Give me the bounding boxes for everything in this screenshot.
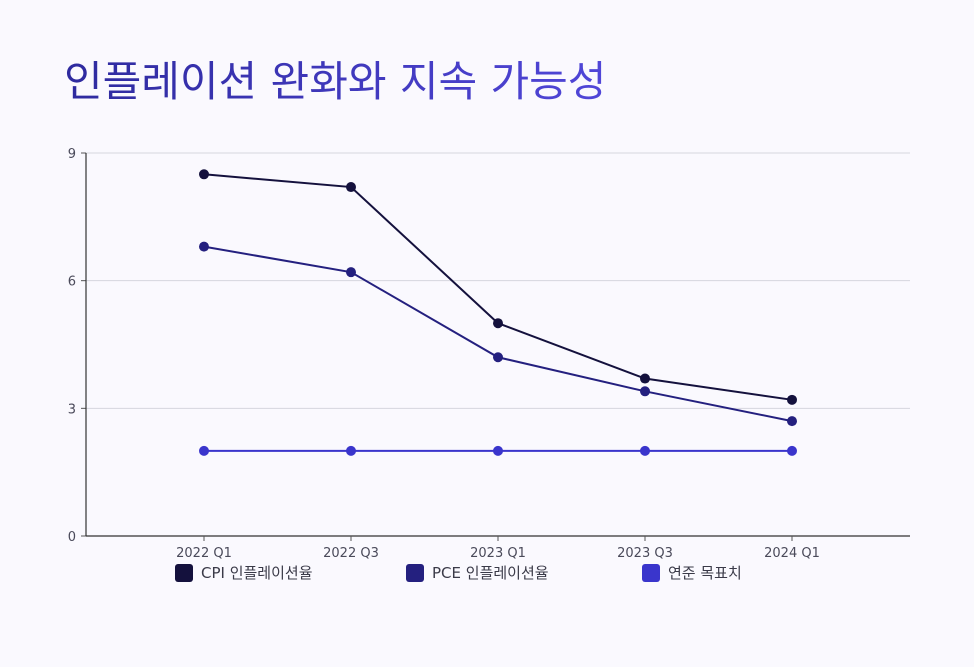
- data-point-fed-target-3[interactable]: [640, 445, 650, 456]
- data-point-cpi-3[interactable]: [640, 373, 650, 384]
- data-point-fed-target-2[interactable]: [493, 445, 503, 456]
- x-tick-label-2: 2023 Q1: [470, 546, 526, 561]
- gridlines: [86, 152, 910, 409]
- legend-item-pce[interactable]: PCE 인플레이션율: [406, 562, 549, 583]
- data-point-cpi-2[interactable]: [493, 318, 503, 329]
- y-tick-label-6: 6: [68, 275, 76, 290]
- legend-swatch-cpi: [175, 563, 193, 582]
- series-line-pce: [203, 245, 793, 423]
- data-point-pce-1[interactable]: [346, 267, 356, 278]
- data-point-fed-target-0[interactable]: [199, 445, 209, 456]
- chart-title: 인플레이션 완화와 지속 가능성: [64, 48, 606, 109]
- data-point-fed-target-1[interactable]: [346, 445, 356, 456]
- series-cpi: [199, 169, 797, 405]
- data-point-cpi-4[interactable]: [787, 394, 797, 405]
- legend-label-fed-target: 연준 목표치: [668, 564, 742, 582]
- data-point-pce-2[interactable]: [493, 352, 503, 363]
- y-tick-label-0: 0: [68, 530, 76, 545]
- legend-item-cpi[interactable]: CPI 인플레이션율: [175, 562, 313, 583]
- legend-swatch-pce: [406, 563, 424, 582]
- x-tick-label-1: 2022 Q3: [323, 546, 379, 561]
- data-point-cpi-0[interactable]: [199, 169, 209, 180]
- series: [199, 169, 797, 456]
- x-tick-label-0: 2022 Q1: [176, 546, 232, 561]
- y-tick-label-3: 3: [68, 402, 76, 417]
- legend-label-pce: PCE 인플레이션율: [432, 564, 549, 582]
- data-point-fed-target-4[interactable]: [787, 445, 797, 456]
- series-pce: [199, 241, 797, 427]
- data-point-pce-3[interactable]: [640, 386, 650, 397]
- axes: 0 3 6 9 2022 Q1 2022 Q3 2023 Q1 2023 Q3 2024 Q1: [68, 147, 910, 561]
- x-tick-label-3: 2023 Q3: [617, 546, 673, 561]
- data-point-pce-0[interactable]: [199, 241, 209, 252]
- legend-label-cpi: CPI 인플레이션율: [201, 564, 313, 582]
- y-tick-label-9: 9: [68, 147, 76, 162]
- data-point-pce-4[interactable]: [787, 416, 797, 427]
- series-fed-target: [199, 445, 797, 456]
- legend-item-fed-target[interactable]: 연준 목표치: [642, 562, 742, 583]
- series-line-cpi: [203, 173, 793, 401]
- x-tick-label-4: 2024 Q1: [764, 546, 820, 561]
- data-point-cpi-1[interactable]: [346, 182, 356, 193]
- legend-swatch-fed-target: [642, 563, 660, 582]
